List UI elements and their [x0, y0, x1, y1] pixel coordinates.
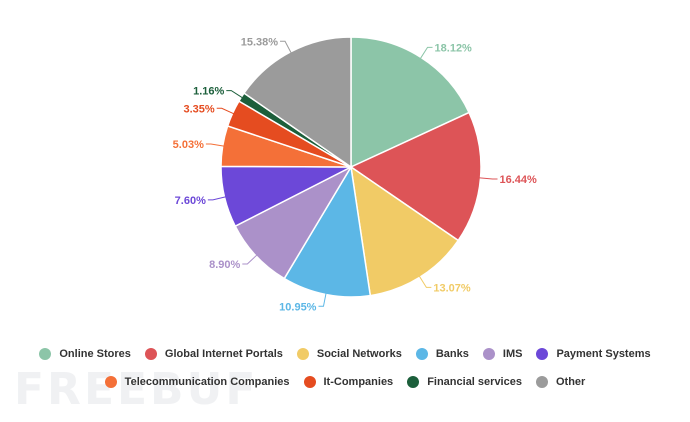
legend-label: Payment Systems — [556, 348, 651, 360]
data-label-other: 15.38% — [241, 36, 279, 48]
legend-item-global-internet-portals[interactable]: Global Internet Portals — [144, 348, 283, 360]
legend-item-telecommunication-companies[interactable]: Telecommunication Companies — [104, 376, 290, 388]
leader-line-global-internet-portals — [478, 177, 498, 180]
legend-label: Telecommunication Companies — [124, 376, 290, 388]
legend-item-other[interactable]: Other — [535, 376, 586, 388]
legend-swatch — [303, 376, 316, 388]
legend-item-payment-systems[interactable]: Payment Systems — [536, 348, 651, 360]
legend-label: Other — [555, 376, 586, 388]
data-label-global-internet-portals: 16.44% — [499, 174, 537, 186]
data-label-social-networks: 13.07% — [433, 282, 471, 294]
legend-item-it-companies[interactable]: It-Companies — [303, 376, 394, 388]
legend-swatch — [144, 348, 157, 360]
leader-line-banks — [318, 292, 327, 307]
leader-line-online-stores — [419, 46, 433, 60]
leader-line-telecommunication-companies — [205, 143, 225, 147]
data-label-financial-services: 1.16% — [193, 86, 224, 98]
legend-swatch — [482, 348, 495, 360]
legend-label: Financial services — [427, 376, 522, 388]
legend-item-banks[interactable]: Banks — [415, 348, 469, 360]
data-label-it-companies: 3.35% — [184, 103, 215, 115]
leader-line-ims — [242, 254, 258, 265]
legend-swatch — [415, 348, 428, 360]
legend-swatch — [39, 348, 52, 360]
legend-row-1: Online Stores Global Internet Portals So… — [0, 348, 690, 360]
legend-label: Social Networks — [316, 348, 402, 360]
legend-label: Global Internet Portals — [164, 348, 283, 360]
legend-item-online-stores[interactable]: Online Stores — [39, 348, 131, 360]
legend-row-2: Telecommunication Companies It-Companies… — [0, 376, 690, 388]
leader-line-payment-systems — [207, 196, 227, 201]
legend-swatch — [536, 348, 549, 360]
legend-swatch — [104, 376, 117, 388]
data-label-ims: 8.90% — [209, 259, 240, 271]
legend-label: It-Companies — [323, 376, 394, 388]
data-label-telecommunication-companies: 5.03% — [173, 139, 204, 151]
legend-item-ims[interactable]: IMS — [482, 348, 523, 360]
leader-line-other — [280, 40, 292, 54]
leader-line-financial-services — [226, 90, 244, 99]
data-label-payment-systems: 7.60% — [175, 195, 206, 207]
legend-item-social-networks[interactable]: Social Networks — [296, 348, 402, 360]
legend-swatch — [535, 376, 548, 388]
legend-label: Banks — [435, 348, 469, 360]
leader-line-social-networks — [418, 275, 432, 288]
data-label-banks: 10.95% — [279, 301, 317, 313]
legend-swatch — [407, 376, 420, 388]
leader-line-it-companies — [216, 107, 235, 115]
legend-item-financial-services[interactable]: Financial services — [407, 376, 522, 388]
legend-swatch — [296, 348, 309, 360]
data-label-online-stores: 18.12% — [435, 42, 473, 54]
legend-label: Online Stores — [59, 348, 131, 360]
legend-label: IMS — [502, 348, 523, 360]
